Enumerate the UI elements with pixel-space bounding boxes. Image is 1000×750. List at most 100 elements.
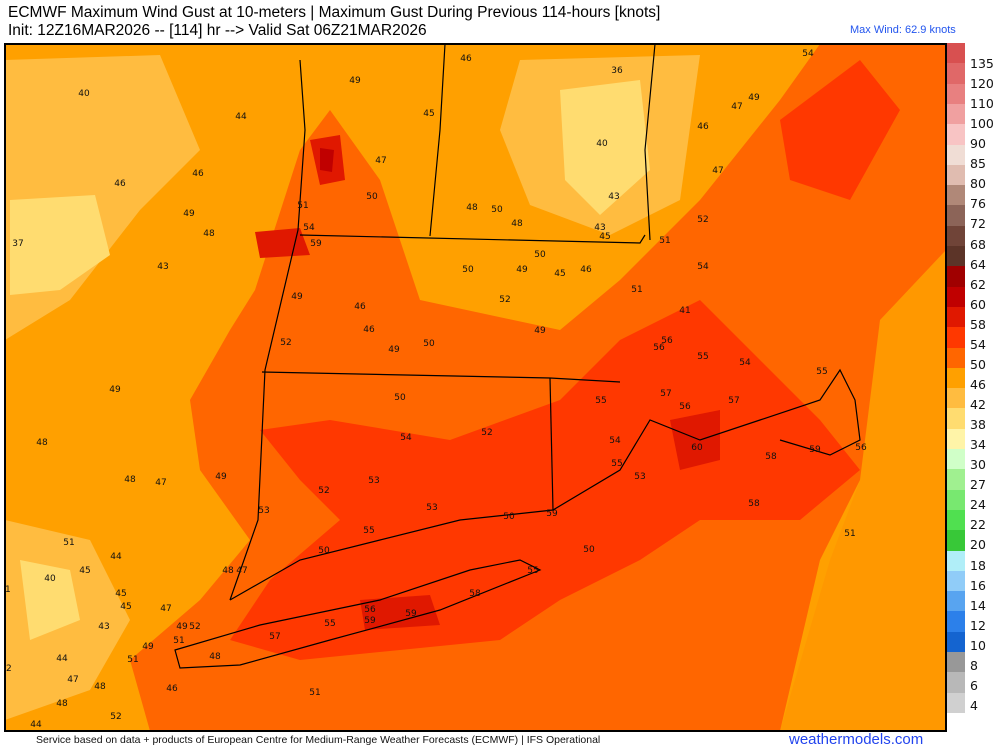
station-value: 40 — [596, 139, 608, 149]
border-ct-ri — [549, 377, 554, 511]
station-value: 52 — [110, 712, 121, 722]
station-value: 55 — [697, 352, 708, 362]
station-value: 50 — [503, 512, 515, 522]
colorbar-swatch — [947, 185, 965, 206]
colorbar-swatch — [947, 652, 965, 673]
station-value: 53 — [634, 472, 645, 482]
colorbar-label: 22 — [970, 517, 986, 533]
station-value: 46 — [460, 54, 472, 64]
colorbar-label: 80 — [970, 176, 986, 192]
colorbar-label: 8 — [970, 657, 978, 673]
station-value: 50 — [534, 250, 546, 260]
station-value: 54 — [400, 433, 412, 443]
colorbar-swatch — [947, 550, 965, 572]
station-labels: 40 44 49 46 36 54 49 47 46 45 46 46 47 40 47 49 51 50 48 50… — [4, 49, 867, 730]
colorbar-label: 16 — [970, 577, 986, 593]
colorbar-label: 24 — [970, 497, 986, 513]
station-value: 50 — [394, 393, 406, 403]
station-value: 50 — [583, 545, 595, 555]
colorbar-label: 54 — [970, 336, 986, 352]
station-value: 47 — [160, 604, 171, 614]
station-value: 43 — [594, 223, 605, 233]
coastline — [229, 368, 861, 601]
station-value: 59 — [364, 616, 376, 626]
station-value: 51 — [297, 201, 308, 211]
colorbar-label: 76 — [970, 196, 986, 212]
station-value: 40 — [78, 89, 90, 99]
station-value: 49 — [349, 76, 361, 86]
colorbar: 135 120 110 100 90 85 80 76 72 68 64 62 60 58 54 50 46 42… — [947, 43, 1000, 714]
colorbar-label: 64 — [970, 256, 986, 272]
station-value: 58 — [469, 589, 481, 599]
station-value: 58 — [748, 499, 760, 509]
station-value: 59 — [546, 509, 558, 519]
colorbar-label: 10 — [970, 637, 986, 653]
station-value: 59 — [405, 609, 417, 619]
station-value: 49 — [388, 345, 400, 355]
colorbar-label: 6 — [970, 677, 978, 693]
station-value: 57 — [269, 632, 280, 642]
station-value: 54 — [697, 262, 709, 272]
colorbar-swatch — [947, 63, 965, 85]
station-value: 45 — [115, 589, 126, 599]
colorbar-swatch — [947, 692, 965, 714]
station-value: 55 — [324, 619, 335, 629]
colorbar-label: 4 — [970, 697, 978, 713]
border-vt-nh — [429, 43, 446, 237]
colorbar-swatch — [947, 246, 965, 267]
station-value: 55 — [527, 566, 538, 576]
station-value: 51 — [631, 285, 642, 295]
colorbar-swatch — [947, 225, 965, 247]
colorbar-label: 68 — [970, 236, 986, 252]
colorbar-swatch — [947, 388, 965, 409]
station-value: 45 — [120, 602, 131, 612]
station-value: 50 — [491, 205, 503, 215]
station-value: 54 — [739, 358, 751, 368]
station-value: 48 — [222, 566, 234, 576]
station-value: 43 — [608, 192, 619, 202]
station-value: 56 — [661, 336, 673, 346]
station-value: 48 — [124, 475, 136, 485]
max-wind-readout: Max Wind: 62.9 knots — [850, 24, 956, 36]
station-value: 41 — [4, 585, 11, 595]
station-value: 46 — [363, 325, 375, 335]
station-value: 56 — [679, 402, 691, 412]
colorbar-swatch — [947, 591, 965, 612]
station-value: 52 — [499, 295, 510, 305]
station-value: 50 — [366, 192, 378, 202]
map-title: ECMWF Maximum Wind Gust at 10-meters | M… — [8, 4, 661, 21]
station-value: 50 — [423, 339, 435, 349]
colorbar-label: 85 — [970, 156, 986, 172]
station-value: 52 — [697, 215, 708, 225]
station-value: 52 — [481, 428, 492, 438]
colorbar-label: 42 — [970, 397, 986, 413]
site-link[interactable]: weathermodels.com — [789, 731, 924, 748]
station-value: 46 — [697, 122, 709, 132]
station-value: 53 — [368, 476, 379, 486]
colorbar-swatch — [947, 428, 965, 450]
station-value: 48 — [94, 682, 106, 692]
colorbar-label: 38 — [970, 417, 986, 433]
station-value: 41 — [679, 306, 690, 316]
station-value: 36 — [611, 66, 623, 76]
station-value: 53 — [426, 503, 437, 513]
state-borders — [174, 43, 861, 669]
colorbar-swatch — [947, 306, 965, 328]
wind-gust-map: 40 44 49 46 36 54 49 47 46 45 46 46 47 40 47 49 51 50 48 50… — [4, 43, 947, 732]
station-value: 43 — [98, 622, 109, 632]
station-value: 47 — [67, 675, 78, 685]
station-value: 47 — [712, 166, 723, 176]
colorbar-swatch — [947, 327, 965, 349]
station-value: 58 — [765, 452, 777, 462]
gust-band-60 — [320, 148, 334, 172]
station-value: 57 — [728, 396, 739, 406]
station-value: 44 — [235, 112, 247, 122]
colorbar-label: 27 — [970, 477, 986, 493]
colorbar-swatch — [947, 489, 965, 511]
station-value: 47 — [375, 156, 386, 166]
station-value: 47 — [155, 478, 166, 488]
colorbar-label: 14 — [970, 597, 986, 613]
station-value: 51 — [659, 236, 670, 246]
colorbar-swatch — [947, 408, 965, 430]
station-value: 49 — [142, 642, 154, 652]
